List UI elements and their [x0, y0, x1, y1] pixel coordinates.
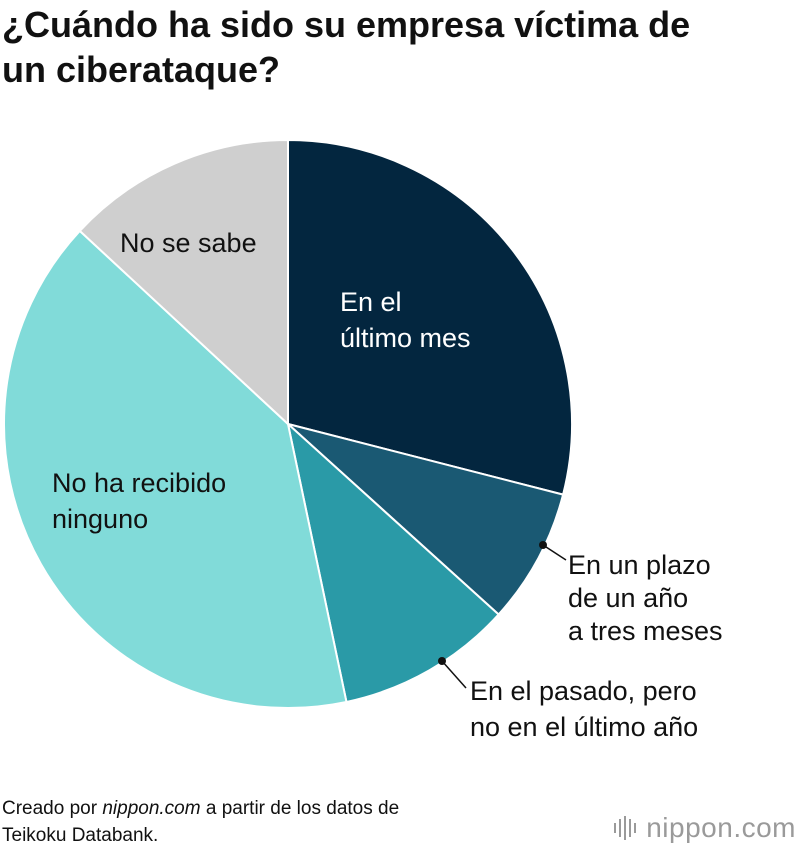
leader-line-2	[542, 544, 567, 561]
slice-label-3-line-1: En el pasado, pero	[470, 676, 697, 706]
slice-label-1: En el último mes	[340, 287, 471, 353]
slice-label-2-line-3: a tres meses	[568, 616, 723, 646]
slice-label-1-line-1: En el	[340, 287, 402, 317]
source-suffix: a partir de los datos de	[200, 798, 400, 819]
slice-label-5-line-1: No se sabe	[120, 228, 257, 258]
brand-suffix: .com	[733, 812, 796, 843]
source-line-2: Teikoku Databank.	[2, 825, 159, 846]
source-site[interactable]: nippon.com	[102, 798, 201, 819]
source-line-1: Creado por nippon.com a partir de los da…	[2, 795, 399, 822]
leader-dot-2	[539, 541, 547, 549]
sound-bars-icon	[614, 816, 637, 840]
pie-slice-5	[78, 139, 289, 425]
slice-label-4: No ha recibido ninguno	[52, 468, 226, 534]
slice-label-4-line-2: ninguno	[52, 504, 148, 534]
source-prefix: Creado por	[2, 798, 103, 819]
chart-title: ¿Cuándo ha sido su empresa víctima de un…	[2, 2, 792, 92]
slice-label-2-line-2: de un año	[568, 583, 688, 613]
pie-slice-2	[287, 423, 565, 616]
pie-chart: En el último mes En un plazo de un año a tre…	[3, 139, 723, 742]
slice-label-5: No se sabe	[120, 228, 257, 258]
pie-slice-3	[287, 423, 500, 703]
pie-slice-1	[287, 139, 573, 496]
slice-label-2: En un plazo de un año a tres meses	[568, 550, 723, 646]
brand-name: nippon	[646, 812, 734, 843]
slice-label-3-line-2: no en el último año	[470, 712, 698, 742]
slice-label-2-line-1: En un plazo	[568, 550, 711, 580]
slice-label-3: En el pasado, pero no en el último año	[470, 676, 698, 742]
slice-label-4-line-1: No ha recibido	[52, 468, 226, 498]
slice-label-1-line-2: último mes	[340, 323, 471, 353]
nippon-logo: nippon .com	[614, 812, 796, 844]
leader-dot-3	[438, 657, 446, 665]
pie-slice-4	[3, 229, 348, 709]
leader-line-3	[441, 660, 467, 689]
chart-title-line-2: un ciberataque?	[2, 49, 281, 90]
chart-title-line-1: ¿Cuándo ha sido su empresa víctima de	[2, 4, 691, 45]
source-note: Creado por nippon.com a partir de los da…	[2, 795, 399, 849]
